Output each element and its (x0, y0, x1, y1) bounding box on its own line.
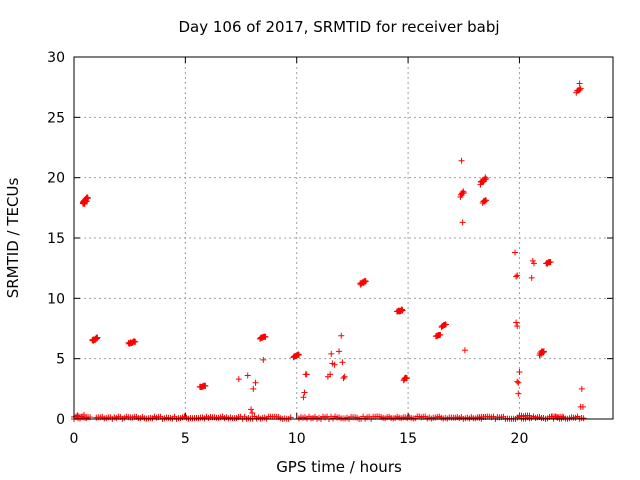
data-point (516, 368, 523, 375)
x-tick-label: 15 (399, 431, 417, 447)
data-point (300, 394, 307, 401)
data-point (84, 195, 91, 202)
data-point (579, 403, 586, 410)
data-point (483, 197, 490, 204)
y-tick-label: 30 (47, 50, 65, 66)
y-tick-label: 5 (56, 352, 65, 368)
chart-title: Day 106 of 2017, SRMTID for receiver bab… (178, 18, 499, 36)
data-point (513, 319, 520, 326)
data-point (399, 306, 406, 313)
data-point (131, 338, 138, 345)
data-point (437, 331, 444, 338)
data-point (328, 350, 335, 357)
data-point (327, 371, 334, 378)
x-axis-ticks: 0 5 10 15 20 (70, 57, 529, 447)
data-point (540, 348, 547, 355)
data-point (301, 389, 308, 396)
data-point (528, 274, 535, 281)
data-point (461, 347, 468, 354)
data-point (331, 361, 338, 368)
x-tick-label: 0 (70, 431, 79, 447)
y-axis-label: SRMTID / TECUs (4, 178, 22, 299)
x-tick-label: 10 (288, 431, 306, 447)
data-point (514, 323, 521, 330)
data-point (362, 278, 369, 285)
data-point (132, 338, 139, 345)
data-point (514, 272, 521, 279)
y-tick-label: 20 (47, 171, 65, 187)
data-point (576, 86, 583, 93)
data-point (547, 258, 554, 265)
data-point (244, 372, 251, 379)
x-tick-label: 5 (181, 431, 190, 447)
data-point (248, 406, 255, 413)
data-point (580, 415, 587, 422)
data-point (260, 356, 267, 363)
data-point (459, 219, 466, 226)
grid (74, 57, 613, 419)
data-point (458, 157, 465, 164)
data-point (403, 375, 410, 382)
data-point (526, 412, 533, 419)
y-tick-label: 10 (47, 291, 65, 307)
data-point (578, 385, 585, 392)
data-point (252, 379, 259, 386)
data-point (546, 259, 553, 266)
data-point (249, 409, 256, 416)
data-point (460, 189, 467, 196)
data-point (513, 273, 520, 280)
data-point (202, 383, 209, 390)
x-tick-label: 20 (511, 431, 529, 447)
x-axis-label: GPS time / hours (276, 458, 402, 476)
data-point (83, 414, 90, 421)
plot-frame (73, 56, 614, 420)
data-points (71, 80, 587, 422)
data-point (336, 348, 343, 355)
y-tick-label: 0 (56, 412, 65, 428)
data-point (235, 376, 242, 383)
data-point (515, 390, 522, 397)
data-point (530, 260, 537, 267)
data-point (262, 334, 269, 341)
data-point (250, 385, 257, 392)
y-tick-label: 15 (47, 231, 65, 247)
y-axis-ticks: 0 5 10 15 20 25 30 (47, 50, 613, 428)
data-point (515, 379, 522, 386)
data-point (341, 373, 348, 380)
data-point (481, 198, 488, 205)
data-point (338, 332, 345, 339)
data-point (340, 374, 347, 381)
data-point (514, 378, 521, 385)
data-point (577, 85, 584, 92)
data-point (94, 334, 101, 341)
data-point (442, 321, 449, 328)
data-point (303, 371, 310, 378)
data-point (339, 359, 346, 366)
y-tick-label: 25 (47, 110, 65, 126)
data-point (295, 351, 302, 358)
data-point (512, 249, 518, 256)
data-point (399, 307, 406, 314)
data-point (295, 351, 302, 358)
data-point (74, 412, 81, 419)
data-point (483, 175, 490, 182)
data-point (576, 80, 583, 87)
data-point (362, 277, 369, 284)
